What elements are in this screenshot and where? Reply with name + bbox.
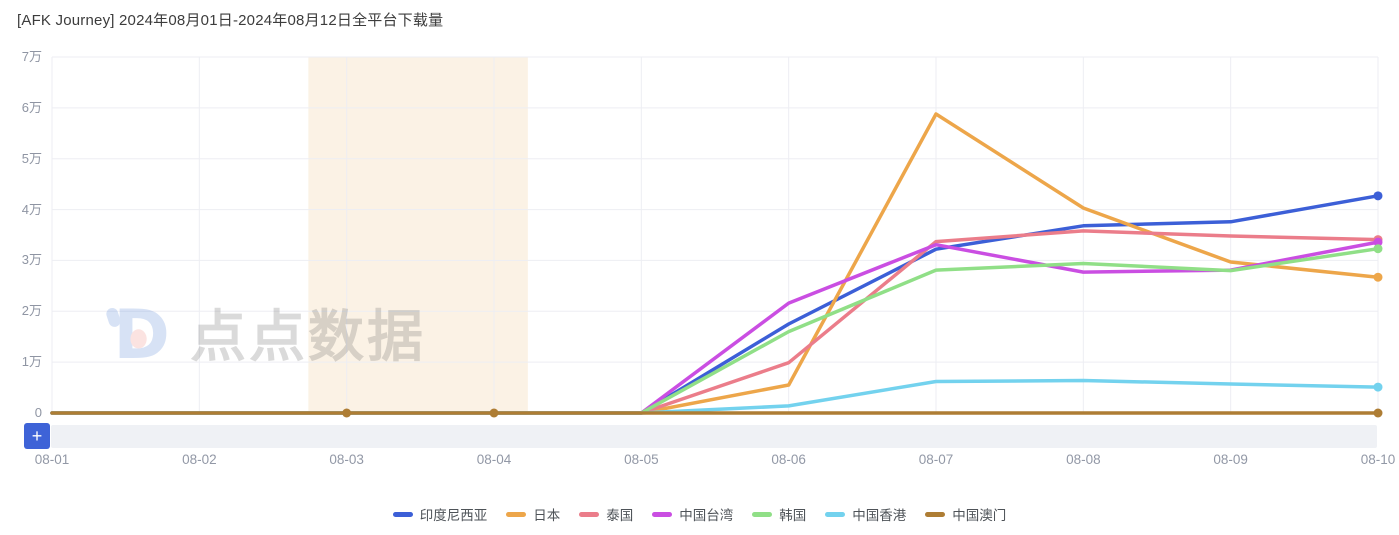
legend-item-taiwan[interactable]: 中国台湾 [652, 504, 733, 524]
add-compare-button[interactable]: + [24, 423, 50, 449]
series-point-hongkong-08-10[interactable] [1373, 382, 1383, 392]
x-tick-label: 08-04 [476, 452, 512, 467]
x-tick-label: 08-06 [771, 452, 806, 467]
legend-label: 中国香港 [852, 508, 907, 523]
y-tick-label: 5万 [21, 150, 42, 166]
y-tick-label: 2万 [21, 303, 42, 319]
legend-swatch-icon [579, 511, 600, 517]
legend: 印度尼西亚 日本 泰国 中国台湾 韩国 中国香港 中国澳门 [0, 504, 1399, 524]
x-tick-label: 08-02 [182, 452, 217, 467]
x-tick-label: 08-07 [918, 452, 954, 467]
chart-title: [AFK Journey] 2024年08月01日-2024年08月12日全平台… [17, 12, 444, 29]
legend-label: 中国澳门 [952, 508, 1007, 523]
legend-item-japan[interactable]: 日本 [506, 504, 560, 524]
legend-item-korea[interactable]: 韩国 [752, 504, 806, 524]
series-point-taiwan-08-10[interactable] [1373, 237, 1383, 247]
legend-item-thailand[interactable]: 泰国 [579, 504, 633, 524]
legend-swatch-icon [506, 511, 527, 517]
x-tick-label: 08-09 [1213, 452, 1248, 467]
y-tick-label: 6万 [21, 99, 42, 115]
legend-item-macau[interactable]: 中国澳门 [925, 504, 1006, 524]
x-tick-label: 08-01 [34, 452, 70, 467]
plus-icon: + [31, 426, 43, 446]
y-tick-label: 0 [34, 405, 42, 420]
x-tick-label: 08-03 [329, 452, 364, 467]
y-tick-label: 4万 [21, 201, 42, 217]
legend-swatch-icon [752, 511, 773, 517]
x-tick-label: 08-08 [1066, 452, 1101, 467]
y-tick-label: 7万 [21, 49, 42, 64]
legend-swatch-icon [392, 511, 413, 517]
legend-swatch-icon [652, 511, 673, 517]
legend-swatch-icon [825, 511, 846, 517]
series-line-indonesia[interactable] [50, 194, 1380, 415]
legend-label: 中国台湾 [679, 508, 734, 523]
series-point-indonesia-08-10[interactable] [1373, 191, 1383, 201]
series-line-hongkong[interactable] [50, 378, 1380, 415]
legend-swatch-icon [925, 511, 946, 517]
weekend-highlight-band [308, 57, 528, 413]
legend-label: 韩国 [779, 508, 807, 523]
y-tick-label: 1万 [21, 354, 42, 370]
series-point-macau-08-03[interactable] [342, 408, 352, 418]
x-tick-label: 08-10 [1360, 452, 1396, 467]
series-point-macau-08-10[interactable] [1373, 408, 1383, 418]
legend-item-hongkong[interactable]: 中国香港 [825, 504, 906, 524]
legend-label: 泰国 [606, 508, 634, 523]
series-point-japan-08-10[interactable] [1373, 272, 1383, 282]
legend-item-indonesia[interactable]: 印度尼西亚 [392, 504, 488, 524]
legend-label: 印度尼西亚 [419, 508, 488, 523]
series-line-thailand[interactable] [50, 229, 1380, 415]
x-tick-label: 08-05 [624, 452, 659, 467]
y-tick-label: 3万 [21, 252, 42, 268]
series-point-korea-08-10[interactable] [1373, 244, 1383, 254]
series-point-macau-08-04[interactable] [489, 408, 499, 418]
legend-label: 日本 [533, 508, 561, 523]
datazoom-track[interactable] [51, 425, 1377, 448]
